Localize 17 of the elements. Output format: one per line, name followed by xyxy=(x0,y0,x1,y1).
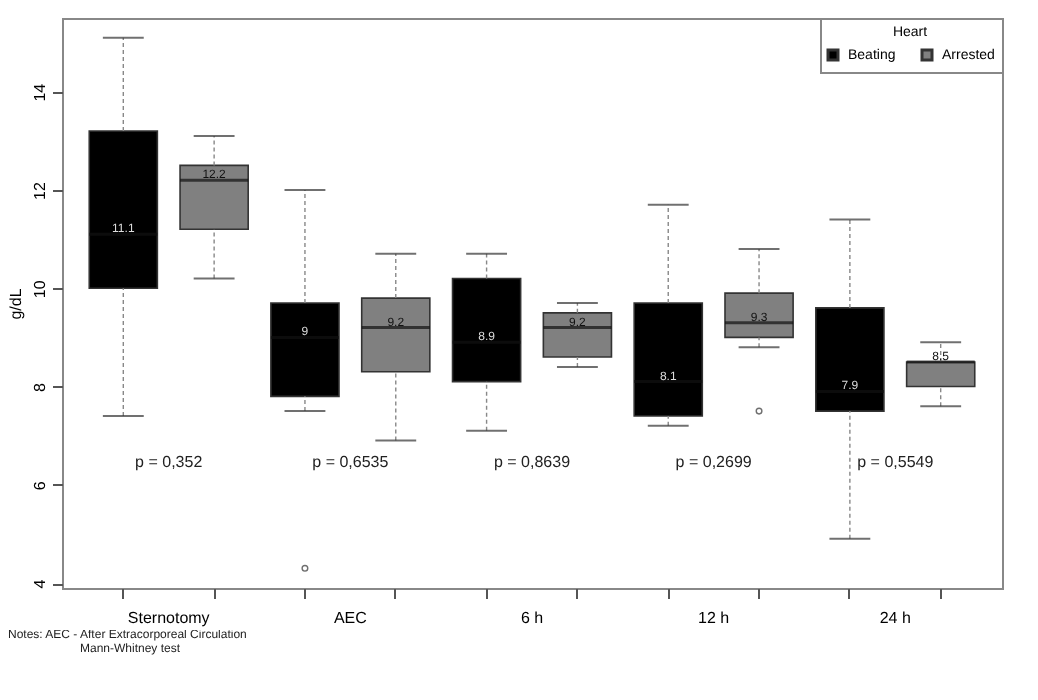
y-tick-label: 6 xyxy=(31,480,49,491)
y-tick-label: 8 xyxy=(31,381,49,392)
annotation: p = 0,6535 xyxy=(312,452,390,471)
y-tick-label: 10 xyxy=(31,279,49,299)
annotation: p = 0,5549 xyxy=(857,452,935,471)
annotation: p = 0,8639 xyxy=(493,452,572,471)
annotation: p = 0,2699 xyxy=(675,452,753,471)
x-tick-label: AEC xyxy=(333,609,368,627)
x-tick-label: 12 h xyxy=(698,609,730,627)
y-tick-label: 4 xyxy=(31,578,49,589)
x-tick-label: 24 h xyxy=(879,609,911,627)
y-tick-label: 12 xyxy=(31,180,49,200)
y-axis-title: g/dL xyxy=(7,287,25,320)
x-tick-label: Sternotomy xyxy=(127,609,210,627)
y-tick-label: 14 xyxy=(31,82,49,102)
x-tick-label: 6 h xyxy=(520,609,544,627)
annotation: p = 0,352 xyxy=(135,452,204,471)
